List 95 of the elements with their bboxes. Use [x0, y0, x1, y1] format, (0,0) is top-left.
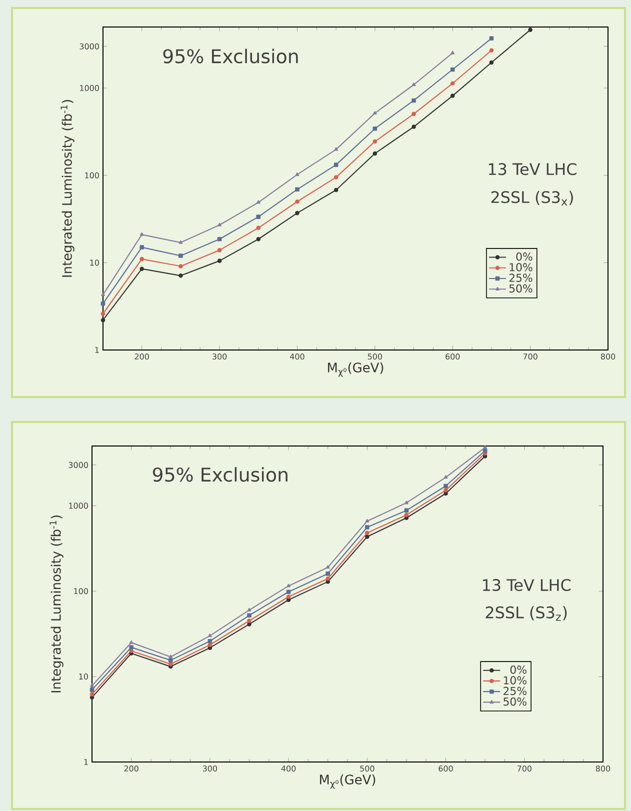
annotation: 95% Exclusion [163, 48, 298, 64]
point [247, 613, 252, 618]
point [286, 584, 290, 588]
point [372, 151, 378, 156]
point [208, 638, 212, 644]
point [404, 512, 409, 518]
point [444, 475, 448, 479]
annotation: 13 TeV LHC [483, 579, 571, 592]
point [168, 658, 173, 662]
annotation: 2SSL (S3$_{z}$) [486, 606, 567, 621]
y-axis-title: Integrated Luminosity (fb$^{-1}$) [50, 516, 64, 692]
point [450, 81, 455, 86]
point [334, 175, 338, 180]
point [256, 236, 261, 242]
point [218, 222, 222, 226]
point [334, 147, 338, 151]
legend-label: 10% [504, 676, 526, 684]
point [217, 248, 222, 252]
legend-label: 25% [509, 274, 532, 282]
point [365, 518, 370, 522]
point [489, 48, 494, 52]
point [295, 172, 300, 176]
annotation: 2SSL (S3$_{x}$) [491, 190, 573, 206]
point [444, 484, 448, 488]
point [295, 187, 300, 192]
point [90, 688, 94, 692]
point [450, 50, 455, 54]
point [100, 312, 106, 316]
point [286, 594, 291, 599]
point [100, 318, 106, 322]
point [140, 232, 144, 236]
point [372, 111, 377, 115]
point [129, 640, 134, 644]
point [140, 256, 144, 262]
point [256, 226, 261, 230]
point [100, 301, 106, 306]
point [217, 258, 222, 263]
point [178, 274, 183, 278]
point [372, 126, 378, 131]
legend-label: 25% [504, 686, 526, 696]
point [178, 264, 183, 268]
point [365, 534, 370, 539]
x-axis-title: M$_{χ⁰}$(GeV) [328, 362, 384, 377]
point [129, 645, 134, 650]
point [404, 508, 409, 513]
point [326, 576, 330, 581]
point [372, 139, 378, 144]
point [444, 488, 448, 492]
point [404, 500, 408, 504]
point [444, 491, 448, 496]
point [295, 210, 300, 216]
point [256, 214, 261, 219]
point [208, 642, 212, 648]
point [90, 684, 94, 688]
point [528, 28, 532, 32]
point [326, 565, 330, 569]
point [247, 622, 252, 626]
x-axis-title: M$_{χ⁰}$(GeV) [320, 774, 376, 789]
legend-label: 50% [504, 697, 526, 706]
point [326, 572, 330, 576]
point [286, 590, 291, 594]
point [247, 618, 252, 623]
legend-label: 0% [510, 666, 526, 674]
point [489, 60, 494, 65]
point [217, 236, 222, 242]
legend-label: 50% [509, 284, 532, 293]
point [412, 82, 416, 86]
point [168, 654, 173, 658]
point [334, 188, 338, 192]
point [489, 36, 494, 41]
point [256, 200, 260, 204]
point [450, 94, 455, 98]
point [101, 292, 105, 296]
point [365, 525, 370, 530]
point [450, 67, 455, 72]
point [295, 199, 300, 204]
point [412, 98, 416, 103]
point [365, 530, 370, 536]
point [208, 634, 212, 638]
annotation: 13 TeV LHC [488, 163, 576, 176]
point [483, 445, 488, 449]
point [140, 266, 144, 271]
point [178, 254, 183, 258]
point [334, 162, 338, 167]
legend-label: 0% [516, 252, 532, 261]
annotation: 95% Exclusion [152, 467, 288, 482]
y-axis-title: Integrated Luminosity (fb$^{-1}$) [60, 100, 74, 277]
point [140, 245, 144, 250]
point [247, 608, 252, 612]
point [482, 448, 488, 453]
point [178, 240, 183, 244]
legend-label: 10% [510, 263, 532, 272]
point [412, 124, 416, 129]
point [412, 112, 416, 116]
point [90, 692, 94, 696]
